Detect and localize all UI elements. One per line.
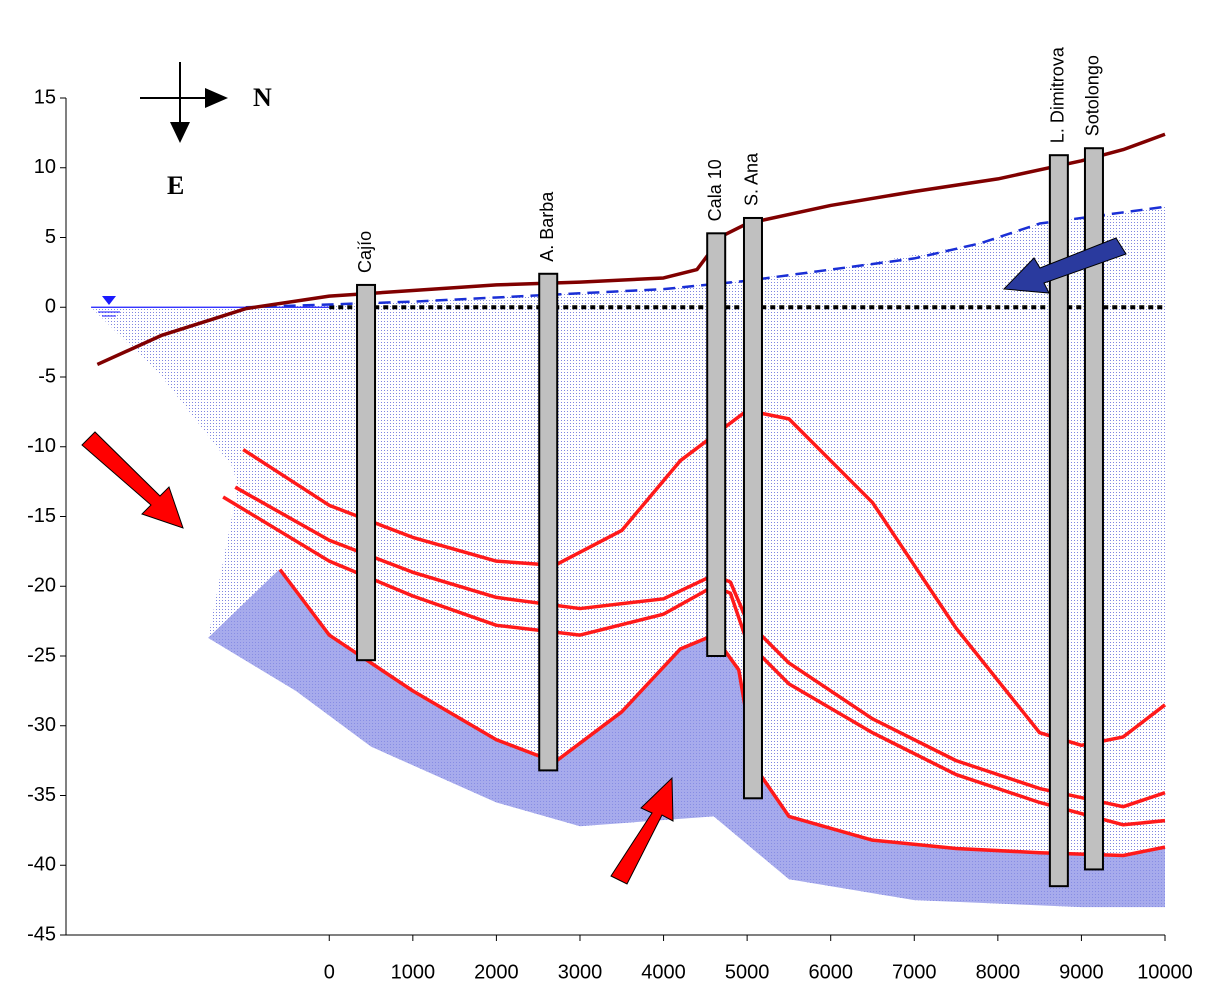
y-tick-label: -25: [27, 644, 56, 666]
compass-east: E: [167, 171, 184, 200]
y-tick-label: -30: [27, 714, 56, 736]
well: [357, 285, 375, 660]
well: [744, 218, 762, 798]
well-label: Cala 10: [705, 159, 725, 221]
compass: N E: [140, 62, 272, 200]
y-tick-label: 15: [34, 86, 56, 108]
y-tick-label: -40: [27, 854, 56, 876]
x-tick-label: 6000: [808, 961, 853, 983]
well-label: A. Barba: [537, 191, 557, 262]
well-label: Cajío: [355, 231, 375, 273]
compass-north: N: [253, 83, 272, 112]
y-tick-label: -35: [27, 784, 56, 806]
chart: Cajío A. Barba Cala 10 S. Ana L. Dimitrova So…: [0, 0, 1217, 989]
well-label: L. Dimitrova: [1048, 46, 1068, 143]
well: [707, 233, 725, 656]
y-tick-label: -20: [27, 575, 56, 597]
x-tick-label: 0: [324, 961, 335, 983]
x-tick-label: 2000: [474, 961, 519, 983]
x-tick-label: 5000: [725, 961, 770, 983]
x-tick-label: 9000: [1059, 961, 1104, 983]
well-label: S. Ana: [742, 152, 762, 206]
x-tick-label: 10000: [1137, 961, 1193, 983]
x-tick-label: 7000: [892, 961, 937, 983]
y-tick-label: 0: [45, 296, 56, 318]
y-tick-label: -45: [27, 923, 56, 945]
well: [539, 274, 557, 771]
y-tick-label: -5: [38, 365, 56, 387]
well-label: Sotolongo: [1083, 55, 1103, 136]
x-tick-label: 4000: [641, 961, 686, 983]
x-tick-label: 3000: [558, 961, 603, 983]
y-tick-label: 5: [45, 226, 56, 248]
x-tick-label: 1000: [391, 961, 436, 983]
y-tick-label: 10: [34, 156, 56, 178]
x-tick-label: 8000: [976, 961, 1021, 983]
y-tick-label: -15: [27, 505, 56, 527]
y-tick-label: -10: [27, 435, 56, 457]
